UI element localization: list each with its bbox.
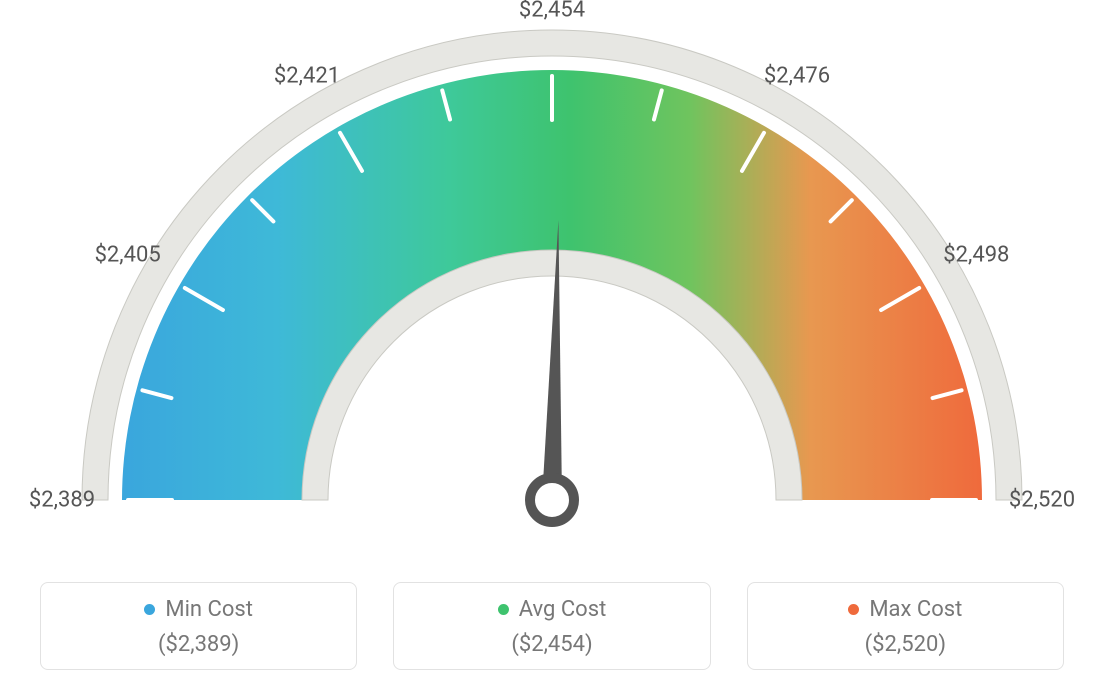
avg-dot-icon — [498, 604, 509, 615]
max-cost-value: ($2,520) — [758, 632, 1053, 657]
max-dot-icon — [848, 604, 859, 615]
max-cost-label: Max Cost — [869, 597, 962, 622]
avg-cost-label: Avg Cost — [519, 597, 607, 622]
min-cost-label: Min Cost — [165, 597, 253, 622]
gauge-chart: $2,389 $2,405 $2,421 $2,454 $2,476 $2,498 $2,5… — [0, 0, 1104, 560]
min-cost-card: Min Cost ($2,389) — [40, 582, 357, 670]
summary-cards: Min Cost ($2,389) Avg Cost ($2,454) Max … — [40, 582, 1064, 670]
min-dot-icon — [144, 604, 155, 615]
avg-cost-value: ($2,454) — [404, 632, 699, 657]
gauge-tick-label: $2,476 — [764, 63, 830, 88]
gauge-tick-label: $2,498 — [943, 243, 1009, 268]
avg-cost-card: Avg Cost ($2,454) — [393, 582, 710, 670]
gauge-tick-label: $2,454 — [519, 0, 585, 23]
gauge-tick-label: $2,405 — [95, 243, 161, 268]
min-cost-value: ($2,389) — [51, 632, 346, 657]
gauge-tick-label: $2,421 — [274, 63, 340, 88]
max-cost-card: Max Cost ($2,520) — [747, 582, 1064, 670]
gauge-tick-label: $2,389 — [29, 488, 95, 513]
gauge-tick-label: $2,520 — [1009, 488, 1075, 513]
gauge-svg — [0, 0, 1104, 560]
